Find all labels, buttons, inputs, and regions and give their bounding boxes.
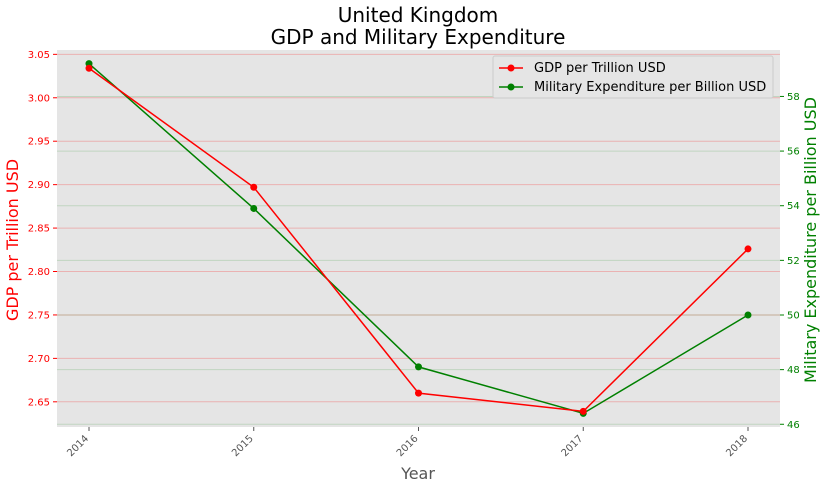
y-left-tick-label: 2.80: [28, 267, 50, 278]
y-right-tick-label: 48: [787, 365, 800, 376]
legend-box: [492, 55, 774, 99]
y-left-tick-label: 3.05: [28, 50, 50, 61]
y-left-tick-label: 2.95: [28, 137, 50, 148]
y-left-tick-label: 3.00: [28, 93, 50, 104]
x-tick-label: 2014: [65, 433, 91, 459]
chart-title-line-1: United Kingdom: [338, 3, 499, 27]
x-tick-label: 2015: [230, 433, 256, 459]
series-layer: [85, 60, 752, 417]
data-point-military: [415, 363, 422, 371]
x-tick-label: 2018: [724, 433, 750, 459]
legend: GDP per Trillion USD Military Expenditur…: [492, 55, 774, 99]
data-point-military: [250, 204, 258, 212]
grid: [57, 53, 780, 425]
data-point-military: [744, 311, 752, 319]
plot-area: [57, 50, 780, 427]
data-point-gdp: [744, 245, 752, 253]
x-axis-label: Year: [400, 464, 435, 483]
y-axis-right-label: Military Expenditure per Billion USD: [801, 97, 820, 383]
y-right-tick-label: 52: [787, 256, 800, 267]
y-right-tick-label: 50: [787, 310, 800, 321]
legend-marker-military: [507, 83, 515, 91]
legend-label-gdp: GDP per Trillion USD: [534, 61, 666, 76]
data-point-gdp: [250, 183, 258, 191]
legend-marker-gdp: [507, 64, 515, 72]
y-left-tick-label: 2.90: [28, 180, 50, 191]
y-left-tick-label: 2.65: [28, 397, 50, 408]
y-right-tick-label: 58: [787, 92, 800, 103]
x-tick-label: 2016: [395, 433, 421, 459]
y-right-tick-label: 56: [787, 147, 800, 158]
x-tick-label: 2017: [560, 433, 586, 459]
y-right-tick-label: 54: [787, 201, 800, 212]
y-left-tick-label: 2.70: [28, 354, 50, 365]
y-axis-left-label: GDP per Trillion USD: [3, 159, 22, 321]
y-left-tick-label: 2.75: [28, 310, 50, 321]
legend-label-military: Military Expenditure per Billion USD: [534, 80, 766, 95]
data-point-gdp: [85, 64, 93, 72]
y-left-tick-label: 2.85: [28, 224, 50, 235]
data-point-gdp: [579, 407, 587, 415]
data-point-gdp: [415, 389, 422, 397]
y-right-tick-label: 46: [787, 420, 800, 431]
chart-title-line-2: GDP and Military Expenditure: [271, 25, 566, 49]
